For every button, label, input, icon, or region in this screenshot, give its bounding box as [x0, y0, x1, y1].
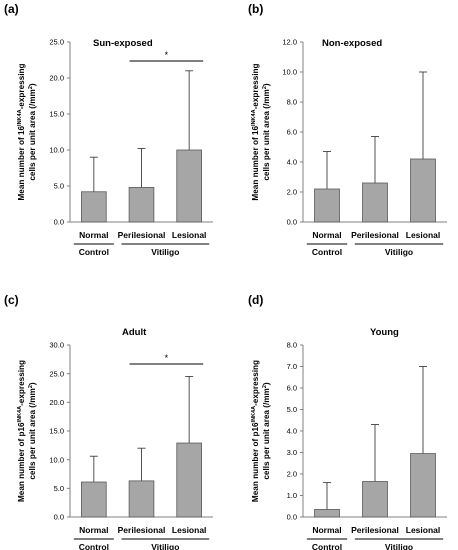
panel-b: (b) Non-exposed 0.0 2.0 4.0 6.0 8.0 10.0 12.0 Nor… [248, 2, 447, 257]
category-label: Normal [312, 525, 341, 535]
category-label: Perilesional [351, 525, 399, 535]
category-label: Lesional [172, 230, 206, 240]
y-tick-label: 12.0 [282, 38, 297, 47]
y-tick-label: 2.0 [287, 470, 297, 479]
y-tick-label: 8.0 [287, 98, 297, 107]
bar [128, 187, 155, 223]
significance-marker: * [165, 353, 169, 363]
y-tick-label: 0.0 [54, 513, 64, 522]
category-label: Perilesional [351, 230, 399, 240]
y-axis-label-line2: cells per unit area (/mm2) [28, 83, 37, 181]
panel-label: (a) [4, 2, 19, 16]
category-label: Lesional [406, 525, 440, 535]
bar [128, 480, 155, 518]
y-axis-label-line1: Mean number of 16INK4A-expressing [251, 63, 260, 200]
y-tick-label: 5.0 [54, 182, 64, 191]
y-tick-label: 6.0 [287, 128, 297, 137]
group-label: Vitiligo [151, 247, 179, 257]
y-tick-label: 0.0 [287, 513, 297, 522]
category-label: Normal [312, 230, 341, 240]
chart-title: Adult [122, 327, 147, 338]
y-tick-label: 15.0 [49, 110, 64, 119]
category-label: Normal [79, 525, 108, 535]
chart-title: Young [370, 327, 399, 338]
group-label: Vitiligo [385, 247, 413, 257]
y-axis-label-line1: Mean number of p16INK4A-expressing [251, 360, 260, 502]
bar [81, 481, 107, 518]
chart-title: Non-exposed [322, 38, 382, 49]
y-axis-label-line1: Mean number of 16INK4A-expressing [17, 63, 26, 200]
group-label: Vitiligo [385, 542, 413, 550]
y-tick-label: 0.0 [54, 218, 64, 227]
y-tick-label: 10.0 [49, 455, 64, 464]
bar [362, 182, 388, 223]
y-axis-label-line2: cells per unit area (/mm2) [28, 382, 37, 480]
category-label: Perilesional [118, 230, 166, 240]
category-label: Normal [79, 230, 108, 240]
chart-title: Sun-exposed [93, 38, 153, 49]
y-tick-label: 4.0 [287, 427, 297, 436]
y-tick-label: 6.0 [287, 384, 297, 393]
y-tick-label: 0.0 [287, 218, 297, 227]
bar [410, 453, 436, 518]
y-tick-label: 30.0 [49, 341, 64, 350]
category-label: Lesional [406, 230, 440, 240]
y-tick-label: 10.0 [282, 68, 297, 77]
bar [314, 188, 340, 223]
y-tick-label: 25.0 [49, 38, 64, 47]
y-axis-label-line2: cells per unit area (/mm2) [262, 382, 271, 480]
y-tick-label: 20.0 [49, 398, 64, 407]
panel-label: (b) [248, 2, 263, 16]
y-tick-label: 1.0 [287, 491, 297, 500]
panel-label: (d) [248, 293, 263, 307]
panel-label: (c) [4, 293, 19, 307]
group-label: Control [312, 247, 342, 257]
y-tick-label: 5.0 [54, 484, 64, 493]
group-label: Vitiligo [151, 542, 179, 550]
bar [81, 191, 107, 223]
bar [410, 158, 436, 223]
y-tick-label: 25.0 [49, 369, 64, 378]
y-axis-label-line2: cells per unit area (/mm2) [262, 83, 271, 181]
bar [314, 509, 340, 518]
bar [176, 442, 202, 518]
category-label: Perilesional [118, 525, 166, 535]
group-label: Control [79, 247, 109, 257]
y-axis-label-line1: Mean number of p16INK4A-expressing [17, 360, 26, 502]
category-label: Lesional [172, 525, 206, 535]
y-tick-label: 4.0 [287, 158, 297, 167]
bar [362, 481, 388, 518]
group-label: Control [312, 542, 342, 550]
panel-c: (c) Adult 0.0 5.0 10.0 15.0 20.0 25.0 30.0 Normal… [4, 293, 213, 550]
panel-d: (d) Young 0.0 1.0 2.0 3.0 4.0 5.0 6.0 7.0 8.0 Norma… [248, 293, 447, 550]
y-tick-label: 3.0 [287, 448, 297, 457]
y-tick-label: 5.0 [287, 405, 297, 414]
y-tick-label: 2.0 [287, 188, 297, 197]
y-tick-label: 8.0 [287, 341, 297, 350]
bar [176, 149, 202, 223]
panel-a: (a) Sun-exposed 0.0 5.0 10.0 15.0 20.0 25.0 Norm… [4, 2, 213, 257]
y-tick-label: 15.0 [49, 427, 64, 436]
y-tick-label: 20.0 [49, 74, 64, 83]
y-tick-label: 10.0 [49, 146, 64, 155]
significance-marker: * [165, 50, 169, 60]
y-tick-label: 7.0 [287, 362, 297, 371]
group-label: Control [79, 542, 109, 550]
